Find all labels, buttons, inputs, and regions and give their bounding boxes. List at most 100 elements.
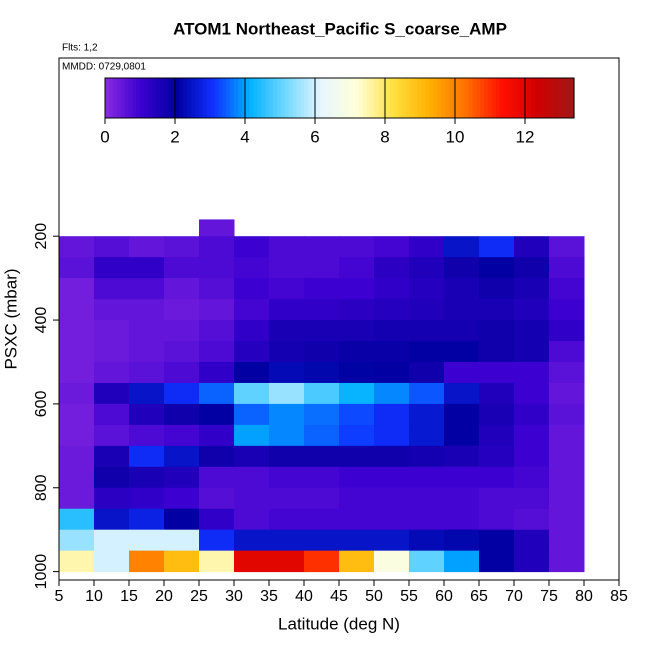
heat-cell [269,403,305,426]
heat-cell [164,257,200,279]
colorbar-swatch [249,78,255,118]
colorbar-swatch [441,78,446,118]
colorbar-swatch [105,78,110,118]
heat-cell [409,361,445,384]
colorbar-swatch [511,78,516,118]
colorbar-swatch [476,78,481,118]
colorbar-swatch [202,78,208,118]
heat-cell [339,403,375,426]
heat-cell [199,466,235,489]
heat-cell [269,424,305,447]
colorbar-swatch [531,78,536,118]
heat-cell [199,424,235,447]
heat-cell [409,278,445,300]
colorbar-swatch [519,78,524,118]
colorbar-tick-label: 2 [170,127,179,146]
heat-cell [339,278,375,300]
heat-cell [549,236,585,258]
heat-cell [339,257,375,279]
heat-cell [269,299,305,321]
heat-cell [59,445,95,468]
x-tick-label: 45 [330,588,348,605]
heat-cell [199,382,235,405]
heat-cell [374,508,410,531]
colorbar-swatch [276,78,282,118]
colorbar-swatch [136,78,141,118]
x-axis-label: Latitude (deg N) [278,614,400,633]
colorbar-tick-label: 8 [380,127,389,146]
colorbar-swatch [394,78,399,118]
colorbar-swatch [214,78,219,118]
x-tick-label: 50 [365,588,383,605]
heat-cell [234,550,270,573]
heat-cell [444,529,480,552]
heat-cell [549,278,585,300]
heat-cell [444,487,480,510]
colorbar-swatch [499,78,505,118]
heat-cell [199,403,235,426]
heat-cell [479,341,515,363]
colorbar-swatch [230,78,235,118]
colorbar-swatch [405,78,411,118]
colorbar-swatch [339,78,345,118]
colorbar-swatch [343,78,348,118]
heat-cell [409,466,445,489]
colorbar-swatch [503,78,509,118]
heat-cell [514,403,550,426]
colorbar-swatch [163,78,169,118]
colorbar-swatch [402,78,407,118]
colorbar-swatch [366,78,372,118]
heat-cell [199,529,235,552]
x-tick-label: 35 [260,588,278,605]
heat-cell [269,466,305,489]
heat-cell [164,278,200,300]
heat-cell [409,487,445,510]
heat-cell [164,550,200,573]
heat-cell [129,424,165,447]
colorbar-swatch [167,78,173,118]
heat-cell [94,550,130,573]
heat-cell [514,361,550,384]
colorbar-swatch [437,78,442,118]
heat-cell [339,550,375,573]
heat-cell [339,487,375,510]
colorbar-swatch [456,78,462,118]
colorbar-swatch [355,78,360,118]
heat-cell [479,299,515,321]
colorbar-swatch [554,78,559,118]
y-tick-label: 600 [33,390,50,417]
heat-cell [269,508,305,531]
heat-cell [234,445,270,468]
heat-cell [479,320,515,342]
heat-cell [444,382,480,405]
y-tick-label: 1000 [33,554,50,590]
heat-cell [514,487,550,510]
heat-cell [409,424,445,447]
colorbar-swatch [265,78,270,118]
colorbar-swatch [124,78,130,118]
heat-cell [304,236,340,258]
heat-cell [129,299,165,321]
heat-cell [549,299,585,321]
x-tick-label: 10 [85,588,103,605]
colorbar-swatch [308,78,313,118]
heat-cell [269,529,305,552]
x-tick-label: 15 [120,588,138,605]
colorbar-swatch [269,78,274,118]
colorbar-swatch [112,78,118,118]
heat-cell [94,445,130,468]
heat-cell [129,236,165,258]
colorbar-swatch [273,78,278,118]
heat-cell [129,257,165,279]
colorbar-swatch [351,78,356,118]
colorbar-tick-label: 4 [240,127,249,146]
colorbar-swatch [233,78,239,118]
heat-cell [59,320,95,342]
heat-cell [514,382,550,405]
heat-cell [549,466,585,489]
heat-cell [199,508,235,531]
heat-cell [199,487,235,510]
colorbar-swatch [425,78,430,118]
colorbar-tick-label: 10 [446,127,465,146]
